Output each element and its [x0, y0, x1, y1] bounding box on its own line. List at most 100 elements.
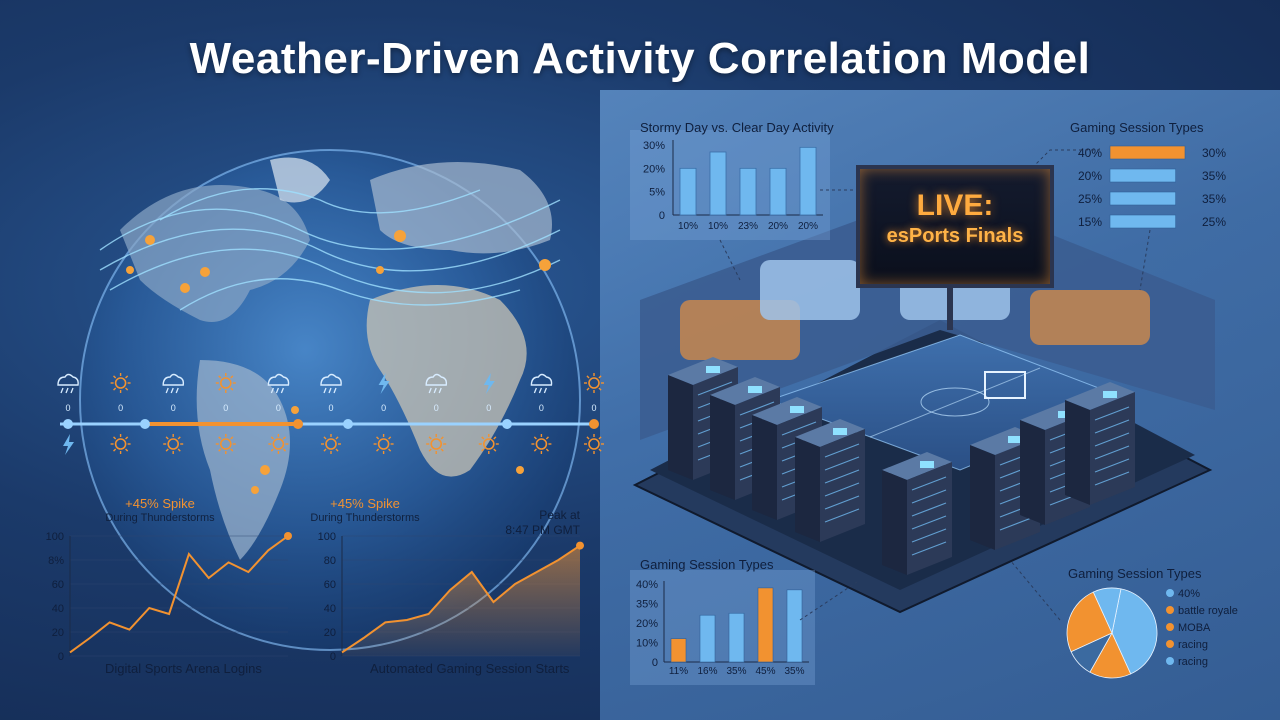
timeline-dot	[140, 419, 150, 429]
row-left-label: 25%	[1078, 192, 1102, 206]
row-left-label: 40%	[1078, 146, 1102, 160]
timeline-top-lightning-icon	[483, 373, 495, 394]
sessions-caption: Automated Gaming Session Starts	[370, 661, 570, 676]
bar	[799, 146, 817, 216]
x-tick-label: 35%	[784, 666, 804, 677]
legend-swatch	[1166, 606, 1174, 614]
bottom-bars-title: Gaming Session Types	[640, 557, 774, 572]
x-tick-label: 23%	[738, 221, 758, 232]
y-tick-label: 20%	[636, 618, 658, 630]
globe	[79, 149, 581, 651]
bar	[728, 612, 745, 663]
area-fill	[342, 545, 580, 656]
row-right-label: 30%	[1202, 146, 1226, 160]
server-rack	[882, 452, 952, 575]
y-tick-label: 20%	[643, 163, 665, 175]
y-tick-label: 0	[659, 210, 665, 222]
live-event: esPorts Finals	[886, 225, 1024, 247]
row-right-label: 35%	[1202, 169, 1226, 183]
pie-slice	[1066, 591, 1113, 653]
timeline-top-rain-icon	[320, 373, 342, 394]
series-line	[341, 544, 581, 654]
y-tick-label: 100	[46, 531, 64, 543]
y-tick-label: 5%	[649, 187, 665, 199]
legend-label: MOBA	[1178, 622, 1211, 634]
timeline-dot	[589, 419, 599, 429]
y-tick-label: 8%	[48, 555, 64, 567]
timeline-value: 0	[276, 403, 281, 413]
logins-annotation: +45% Spike During Thunderstorms	[95, 496, 225, 526]
timeline-value: 0	[539, 403, 544, 413]
sessions-annotation-sub: During Thunderstorms	[310, 512, 420, 524]
timeline-top-rain-icon	[162, 373, 185, 394]
timeline-bottom-sun-icon	[321, 434, 341, 454]
session-types-bars: 40% 30% 20% 35% 25% 35% 15% 25%	[1078, 145, 1226, 229]
timeline-value: 0	[328, 403, 333, 413]
timeline-top-sun-icon	[584, 373, 604, 393]
timeline-bottom-sun-icon	[110, 434, 131, 454]
timeline-top-sun-icon	[215, 373, 236, 393]
live-label: LIVE:	[916, 189, 994, 222]
x-tick-label: 10%	[708, 221, 728, 232]
peak-annotation: Peak at 8:47 PM GMT	[460, 508, 580, 538]
continent-europe	[370, 162, 552, 254]
server-racks	[668, 357, 1135, 575]
row-left-label: 20%	[1078, 169, 1102, 183]
timeline-bottom-lightning-icon	[63, 434, 74, 455]
server-rack	[795, 419, 865, 542]
legend-swatch	[1166, 589, 1174, 597]
timeline-bottom-sun-icon	[426, 434, 447, 454]
timeline-bottom-sun-icon	[584, 434, 604, 454]
hbar	[1109, 191, 1176, 206]
timeline-top-rain-icon	[267, 373, 290, 394]
bar	[739, 167, 757, 216]
stormy-clear-chart: 30% 20% 5% 0 10% 10% 23% 20% 20%	[630, 130, 830, 240]
goal	[984, 371, 1026, 399]
logins-chart: 100 8% 60 40 20 0	[46, 531, 292, 663]
y-tick-label: 30%	[643, 140, 665, 152]
x-tick-label: 45%	[755, 666, 775, 677]
legend-swatch	[1166, 623, 1174, 631]
timeline-dot	[293, 419, 303, 429]
timeline-value: 0	[381, 403, 386, 413]
timeline-bottom-sun-icon	[215, 434, 236, 454]
row-right-label: 35%	[1202, 192, 1226, 206]
session-types-title: Gaming Session Types	[1070, 120, 1204, 135]
timeline-top-sun-icon	[110, 373, 131, 393]
legend-label: racing	[1178, 639, 1208, 651]
legend-label: racing	[1178, 656, 1208, 668]
y-tick-label: 100	[318, 531, 336, 543]
y-tick-label: 40	[52, 603, 64, 615]
x-tick-label: 10%	[678, 221, 698, 232]
chart-panel	[630, 130, 830, 240]
timeline-dot	[63, 419, 73, 429]
continent-south-america	[196, 360, 290, 560]
server-rack	[1065, 382, 1135, 505]
bar	[699, 614, 716, 663]
timeline-value: 0	[223, 403, 228, 413]
timeline-dot	[502, 419, 512, 429]
x-tick-label: 20%	[798, 221, 818, 232]
center-line	[869, 367, 1041, 438]
timeline-bottom-sun-icon	[373, 434, 394, 454]
row-right-label: 25%	[1202, 215, 1226, 229]
jet-streams	[99, 188, 561, 311]
y-tick-label: 60	[52, 579, 64, 591]
logins-caption: Digital Sports Arena Logins	[105, 661, 262, 676]
x-tick-label: 20%	[768, 221, 788, 232]
bar	[786, 589, 803, 663]
legend-label: 40%	[1178, 588, 1200, 600]
chart-panel	[630, 570, 815, 685]
timeline-top-lightning-icon	[378, 373, 390, 394]
peak-point	[284, 532, 292, 540]
logins-annotation-hi: +45% Spike	[125, 496, 195, 511]
y-tick-label: 10%	[636, 638, 658, 650]
pie-slice	[1111, 588, 1158, 675]
legend-swatch	[1166, 657, 1174, 665]
sessions-annotation-hi: +45% Spike	[330, 496, 400, 511]
timeline-bottom-sun-icon	[478, 434, 499, 454]
logins-annotation-sub: During Thunderstorms	[105, 512, 215, 524]
peak-line1: Peak at	[539, 508, 580, 522]
y-tick-label: 80	[324, 555, 336, 567]
